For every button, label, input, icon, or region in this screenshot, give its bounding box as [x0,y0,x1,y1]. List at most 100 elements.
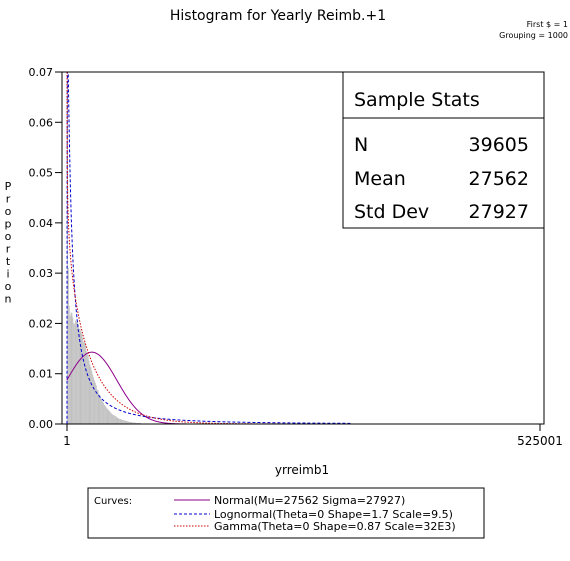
y-tick-label: 0.02 [29,317,54,330]
histogram-bar [77,324,79,424]
histogram-bar [68,305,70,424]
histogram-bar [128,421,130,424]
histogram-bar [89,364,91,424]
x-axis: 1 525001 yrreimb1 [63,424,563,477]
histogram-bar [125,420,127,424]
x-tick-label-start: 1 [63,434,71,448]
histogram-bar [138,422,140,424]
y-axis-label-letter: r [6,193,11,206]
histogram-bar [73,322,75,424]
histogram-bar [103,402,104,424]
histogram-bar [114,415,116,424]
histogram-bar [84,342,86,424]
histogram-bar [70,312,72,424]
histogram-bar [122,419,124,424]
stats-box-frame [342,71,545,229]
histogram-bar [106,408,108,424]
histogram-bar [139,422,141,424]
histogram-bar [76,321,77,424]
histogram-bar [124,420,126,424]
histogram-bar [81,333,83,424]
histogram-bar [103,404,105,424]
legend-label-normal: Normal(Mu=27562 Sigma=27927) [214,494,405,507]
histogram-bar [105,407,107,424]
histogram-bar [112,414,113,424]
fitted-curves [66,71,351,425]
histogram-bar [78,328,80,424]
histogram-bar [79,328,81,424]
stats-mean-label: Mean [354,168,406,190]
histogram-bar [83,342,85,424]
histogram-bar [96,389,98,424]
y-tick-label: 0.05 [29,167,54,180]
grouping-note: Grouping = 1000 [499,31,568,40]
histogram-bar [129,421,131,424]
curves-legend: Curves: Normal(Mu=27562 Sigma=27927) Log… [87,487,485,539]
y-axis-label-letter: o [5,280,12,293]
x-tick-label-end: 525001 [517,434,563,448]
histogram-bar [93,377,95,424]
histogram-bar [91,370,93,424]
stats-title: Sample Stats [354,89,480,111]
histogram-bar [82,337,84,424]
histogram-bar [85,344,86,424]
y-tick-label: 0.04 [29,217,54,230]
histogram-bar [69,315,71,424]
histogram-bar [123,420,125,424]
legend-frame [87,487,485,539]
y-tick-label: 0.06 [29,116,54,129]
histogram-bar [120,418,122,424]
histogram-bar [130,421,132,424]
sample-stats-box: Sample Stats N 39605 Mean 27562 Std Dev … [342,71,545,229]
y-axis: 0.00 0.01 0.02 0.03 0.04 0.05 0.06 0.07 [29,66,62,431]
histogram-bar [126,420,128,424]
y-tick-label: 0.00 [29,418,54,431]
y-axis-label-letter: o [5,230,12,243]
y-axis-label-letter: P [5,180,12,193]
histogram-bar [112,414,114,424]
histogram-bar [80,331,82,424]
histogram-bar [67,268,69,424]
histogram-bar [85,351,87,424]
histogram-bar [135,422,137,424]
histogram-bar [107,409,109,424]
x-axis-label: yrreimb1 [275,463,329,477]
y-tick-label: 0.01 [29,368,54,381]
histogram-bar [132,422,134,424]
gamma-curve [66,71,351,425]
y-axis-label-letter: p [5,218,12,231]
histogram-bar [137,422,139,424]
histogram-bar [98,393,100,424]
y-axis-label-letter: n [5,293,12,306]
histogram-bar [117,417,119,424]
y-axis-label-letter: o [5,205,12,218]
histogram-bar [104,405,106,424]
histogram-bar [94,382,96,424]
histogram-bar [94,380,95,424]
histogram-bar [88,360,90,424]
legend-heading: Curves: [94,496,132,507]
first-dollar-note: First $ = 1 [527,20,568,29]
histogram-bar [86,353,88,424]
histogram-bar [110,412,112,424]
lognormal-curve [66,71,351,424]
chart-title: Histogram for Yearly Reimb.+1 [170,8,386,24]
legend-label-lognormal: Lognormal(Theta=0 Shape=1.7 Scale=9.5) [214,508,453,521]
histogram-bar [113,415,115,424]
histogram-bar [95,385,97,424]
histogram-bar [109,411,111,424]
histogram-bar [121,419,122,424]
histogram-bar [134,422,136,424]
histogram-bar [130,421,131,424]
histogram-bar [118,418,120,424]
histogram-bar [99,395,101,424]
histogram-bar [74,323,76,424]
histogram-bar [76,320,78,424]
histogram-bar [90,367,92,424]
histogram-bar [133,422,135,424]
histogram-bar [97,390,99,424]
stats-n-value: 39605 [469,134,529,156]
histogram-bar [121,419,123,424]
